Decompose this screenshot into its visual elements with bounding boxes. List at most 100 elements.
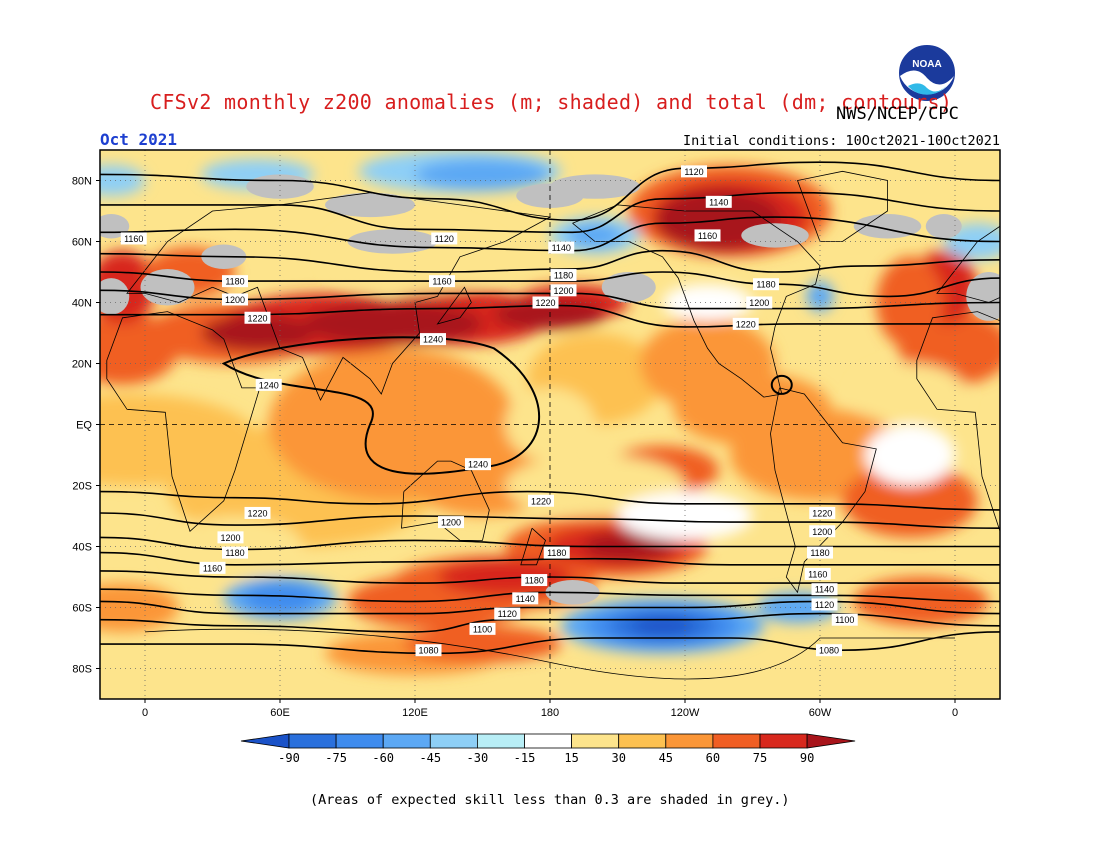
contour-label-text: 1120	[435, 234, 454, 244]
axis-labels: 80N 60N 40N 20N EQ 20S 40S 60S 80S 0 60E 120E 180 120…	[72, 176, 958, 720]
anomaly-blob	[853, 577, 989, 626]
contour-label-text: 1120	[684, 167, 703, 177]
contour-label-text: 1220	[736, 319, 756, 329]
contour-label: 1180	[222, 275, 248, 288]
colorbar-segment	[665, 733, 714, 749]
contour-label-box	[222, 275, 248, 288]
contour-label-box	[746, 296, 773, 309]
contour-label-box	[753, 278, 779, 291]
latitude-tick-label: 60S	[72, 603, 92, 615]
contour-label: 1080	[415, 644, 442, 657]
coastline-antarctica	[144, 628, 955, 680]
height-contour-closed	[770, 374, 793, 395]
contour-label-box	[548, 241, 575, 254]
contour-label: 1220	[532, 296, 559, 309]
contour-label: 1120	[431, 232, 458, 245]
coastline	[770, 387, 877, 594]
contour-label-box	[120, 232, 147, 245]
contour-label-text: 1200	[749, 298, 769, 308]
anomaly-blob	[842, 464, 978, 538]
forecast-month: Oct 2021	[100, 130, 178, 149]
contour-label: 1180	[550, 269, 577, 282]
contour-label-box	[415, 644, 442, 657]
contour-label-box	[807, 546, 833, 559]
contour-label-box	[469, 622, 496, 635]
latitude-tick-label: 80N	[72, 176, 92, 188]
colorbar-tick-label: -45	[419, 751, 441, 765]
colorbar-tick-label: 45	[659, 751, 673, 765]
colorbar-segment	[571, 733, 620, 749]
contour-label-text: 1220	[812, 508, 832, 518]
contour-label: 1180	[521, 574, 548, 587]
colorbar-segment	[618, 733, 667, 749]
contour-label-box	[809, 525, 836, 538]
contour-label-text: 1160	[432, 277, 451, 287]
chart-title: CFSv2 monthly z200 anomalies (m; shaded)…	[150, 90, 953, 114]
height-contour	[100, 570, 1000, 584]
height-contour	[100, 588, 1000, 603]
noaa-logo: NOAA	[897, 43, 957, 103]
colorbar-tick-label: -90	[278, 751, 300, 765]
contour-label: 1120	[681, 165, 707, 178]
contour-label-box	[420, 333, 446, 346]
contour-label-text: 1080	[819, 646, 839, 656]
contour-label-box	[809, 506, 836, 519]
contour-label-text: 1180	[554, 271, 573, 281]
contour-label: 1200	[550, 284, 577, 297]
contour-label-text: 1160	[124, 234, 143, 244]
plot-area: 1160118012001220124011201160124011401180…	[0, 150, 1000, 699]
coastline	[0, 205, 10, 397]
longitude-tick-label: 0	[142, 707, 148, 719]
contour-labels: 1160118012001220124011201160124011401180…	[120, 165, 858, 657]
contour-label: 1160	[804, 567, 831, 580]
contour-label: 1140	[512, 592, 539, 605]
height-contour	[100, 161, 1000, 222]
low-skill-patch	[741, 223, 809, 248]
colorbar-tick-label: -75	[325, 751, 347, 765]
anomaly-blob-negative	[244, 583, 316, 614]
contour-label: 1220	[809, 506, 836, 519]
contour-label: 1220	[244, 506, 271, 519]
coastline	[796, 170, 888, 242]
colorbar-high-arrow	[806, 733, 856, 749]
latitude-tick-label: EQ	[76, 420, 92, 432]
contour-label: 1220	[528, 494, 554, 507]
contour-label-text: 1140	[552, 243, 571, 253]
height-contour	[100, 191, 1000, 234]
contour-label-box	[732, 317, 759, 330]
contour-label: 1180	[222, 546, 248, 559]
colorbar-tick-label: -60	[372, 751, 394, 765]
anomaly-blob-negative	[100, 165, 145, 196]
anomaly-blob	[437, 558, 573, 596]
contour-label-box	[705, 195, 732, 208]
contour-label-text: 1240	[423, 335, 443, 345]
coastline	[401, 460, 490, 541]
contour-label-text: 1200	[553, 286, 573, 296]
contour-label: 1140	[548, 241, 575, 254]
longitude-tick-label: 120W	[671, 707, 700, 719]
contour-label-text: 1180	[225, 548, 244, 558]
contour-label-text: 1240	[468, 460, 488, 470]
contour-label-text: 1200	[812, 527, 832, 537]
colorbar-tick-label: 30	[611, 751, 625, 765]
colorbar-segment	[476, 733, 525, 749]
height-contour	[100, 551, 1000, 566]
contour-label: 1240	[255, 378, 282, 391]
height-contour	[100, 612, 1000, 633]
coastline	[0, 388, 66, 592]
low-skill-patch	[601, 272, 656, 303]
contour-label-text: 1180	[756, 280, 775, 290]
contour-label-box	[465, 458, 491, 471]
contour-label-box	[811, 598, 838, 611]
contour-label-box	[532, 296, 559, 309]
low-skill-patch	[325, 192, 415, 218]
contour-label-box	[816, 644, 842, 657]
contour-label-box	[512, 592, 539, 605]
colorbar-segment	[429, 733, 478, 749]
contour-label-box	[550, 284, 577, 297]
contour-label: 1180	[753, 278, 779, 291]
contour-label-text: 1240	[259, 380, 279, 390]
low-skill-patch	[925, 214, 962, 239]
contour-label-text: 1140	[815, 585, 834, 595]
